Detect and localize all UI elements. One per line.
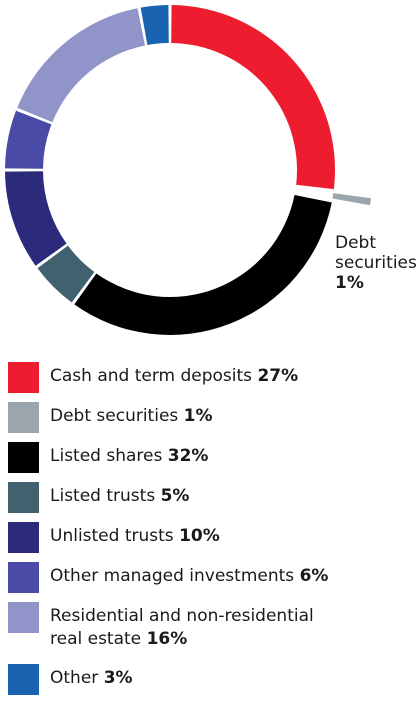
slice-debt-securities — [332, 193, 372, 206]
legend-label-listed-shares: Listed shares — [50, 446, 163, 466]
slice-other — [140, 5, 169, 46]
legend-value-listed-shares: 32% — [167, 446, 209, 466]
legend-item-listed-shares: Listed shares 32% — [8, 442, 413, 476]
slice-unlisted-trusts — [5, 171, 67, 266]
legend-label-unlisted-trusts: Unlisted trusts — [50, 526, 174, 546]
legend-item-cash: Cash and term deposits 27% — [8, 362, 413, 396]
legend-label-other-managed: Other managed investments — [50, 566, 295, 586]
callout-value: 1% — [335, 273, 364, 293]
legend-value-listed-trusts: 5% — [160, 486, 190, 506]
legend-label-real-estate-line-1: Residential and non-residential — [50, 606, 314, 626]
legend-label-cash: Cash and term deposits — [50, 366, 253, 386]
legend-label-other: Other — [50, 668, 99, 688]
legend-item-debt-securities: Debt securities 1% — [8, 402, 413, 436]
donut-slices — [5, 5, 372, 335]
legend-swatch-cash — [8, 362, 39, 393]
debt-securities-callout: Debt securities 1% — [335, 233, 417, 293]
legend-swatch-other — [8, 664, 39, 695]
legend-item-unlisted-trusts: Unlisted trusts 10% — [8, 522, 413, 556]
legend-swatch-listed-shares — [8, 442, 39, 473]
slice-other-managed-investments — [5, 110, 52, 169]
callout-line-1: Debt — [335, 233, 376, 253]
legend-swatch-real-estate — [8, 602, 39, 633]
legend-label-real-estate-line-2: real estate — [50, 629, 142, 649]
legend-label-debt-securities: Debt securities — [50, 406, 179, 426]
legend-value-other: 3% — [103, 668, 133, 688]
legend-swatch-other-managed — [8, 562, 39, 593]
legend-value-unlisted-trusts: 10% — [179, 526, 220, 546]
slice-listed-shares — [74, 194, 332, 335]
legend: Cash and term deposits 27% Debt securiti… — [8, 362, 413, 704]
legend-value-debt-securities: 1% — [183, 406, 213, 426]
legend-label-listed-trusts: Listed trusts — [50, 486, 156, 506]
legend-item-real-estate: Residential and non-residential real esta… — [8, 602, 413, 658]
slice-listed-trusts — [37, 245, 95, 303]
legend-swatch-unlisted-trusts — [8, 522, 39, 553]
legend-swatch-debt-securities — [8, 402, 39, 433]
legend-value-real-estate: 16% — [146, 629, 188, 649]
legend-value-cash: 27% — [257, 366, 299, 386]
callout-line-2: securities — [335, 253, 417, 273]
legend-item-other: Other 3% — [8, 664, 413, 698]
slice-residential-and-non-residential-real-estate — [17, 8, 146, 123]
legend-item-listed-trusts: Listed trusts 5% — [8, 482, 413, 516]
donut-chart: Debt securities 1% — [5, 5, 417, 335]
legend-item-other-managed: Other managed investments 6% — [8, 562, 413, 596]
legend-swatch-listed-trusts — [8, 482, 39, 513]
slice-cash-and-term-deposits — [171, 5, 335, 190]
legend-value-other-managed: 6% — [299, 566, 329, 586]
